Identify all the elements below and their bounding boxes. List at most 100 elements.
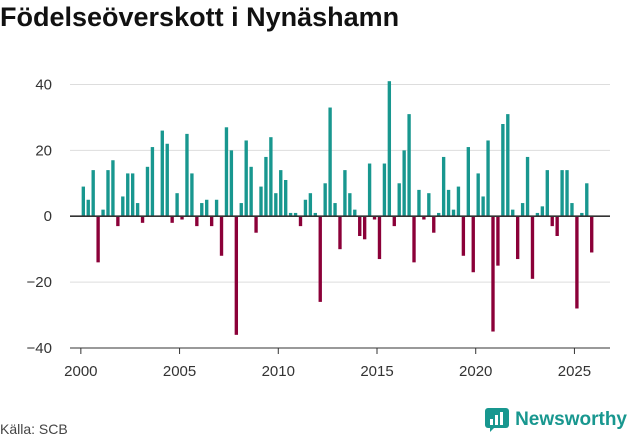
x-tick-label: 2005 (163, 363, 196, 380)
x-tick-label: 2010 (262, 363, 295, 380)
x-tick-label: 2025 (558, 363, 591, 380)
axes: 40 20 0 −20 −40 2000 2005 2010 2015 2020 2025 (27, 76, 610, 380)
bar (234, 216, 239, 335)
bar (456, 186, 461, 217)
x-tick-label: 2020 (459, 363, 492, 380)
bar (145, 166, 150, 217)
bar (259, 186, 263, 217)
bar (392, 216, 396, 227)
bar (358, 216, 362, 236)
bar (441, 156, 446, 217)
bar (343, 170, 347, 217)
bar (525, 156, 530, 217)
bar (126, 173, 130, 217)
bar (348, 193, 352, 217)
bar (422, 216, 426, 220)
bar (224, 127, 229, 217)
bar (249, 166, 253, 217)
bar (150, 147, 155, 217)
bar (140, 216, 145, 223)
bar (511, 209, 515, 217)
bar (437, 212, 441, 217)
bar (432, 216, 436, 233)
bar (229, 150, 234, 217)
bar (486, 140, 490, 217)
bar (205, 199, 209, 217)
y-tick-label: 0 (44, 208, 52, 225)
bar (575, 216, 579, 309)
bar (481, 196, 485, 217)
bar (501, 124, 505, 217)
bar (209, 216, 214, 227)
brand-name: Newsworthy (515, 409, 627, 430)
bar (328, 107, 332, 217)
source-note: Källa: SCB (0, 421, 68, 437)
bar (264, 156, 268, 217)
bar (382, 163, 387, 217)
bar (550, 216, 554, 227)
bar (570, 203, 574, 217)
bar (200, 203, 204, 217)
bar (372, 216, 377, 220)
bar (362, 216, 367, 240)
bar (244, 140, 248, 217)
bar (239, 203, 243, 217)
bar (121, 196, 125, 217)
bar (427, 193, 431, 217)
bar (274, 193, 278, 217)
bar (412, 216, 416, 263)
bar (175, 193, 179, 217)
bar (565, 170, 569, 217)
bar (446, 189, 451, 217)
bar (190, 173, 194, 217)
bar (288, 212, 293, 217)
bar (585, 183, 589, 217)
y-tick-label: −40 (27, 340, 52, 357)
bar (338, 216, 342, 250)
bar (535, 212, 540, 217)
bar (279, 170, 283, 217)
bar (106, 170, 110, 217)
bar (471, 216, 475, 273)
bar (86, 199, 90, 217)
y-tick-label: 20 (35, 142, 52, 159)
bar (81, 186, 85, 217)
bar (451, 209, 456, 217)
bar (461, 216, 466, 256)
x-tick-label: 2000 (64, 363, 97, 380)
bar (580, 212, 584, 217)
bar (101, 209, 105, 217)
bar (96, 216, 100, 263)
bar (195, 216, 199, 227)
bar (496, 216, 500, 266)
bar (377, 216, 382, 260)
bar (555, 216, 559, 236)
bar (476, 173, 480, 217)
bar (353, 209, 357, 217)
bar (214, 199, 219, 217)
bar (130, 173, 135, 217)
bar (530, 216, 535, 279)
bar (308, 193, 313, 217)
bar (491, 216, 495, 332)
bar (219, 216, 224, 256)
bar (91, 170, 95, 217)
bar (515, 216, 520, 260)
bar (313, 212, 317, 217)
bar (160, 130, 164, 217)
bar (590, 216, 594, 253)
chart-title: Födelseöverskott i Nynäshamn (0, 2, 400, 32)
newsworthy-logo-icon (485, 408, 510, 432)
bar (520, 203, 525, 217)
bar (185, 133, 189, 217)
x-tick-label: 2015 (360, 363, 393, 380)
bar (180, 216, 184, 220)
y-tick-label: −20 (27, 274, 52, 291)
bar (323, 183, 327, 217)
bar (560, 170, 564, 217)
bar (293, 212, 298, 217)
bar (407, 114, 411, 217)
bar (269, 137, 273, 217)
bar (254, 216, 258, 233)
